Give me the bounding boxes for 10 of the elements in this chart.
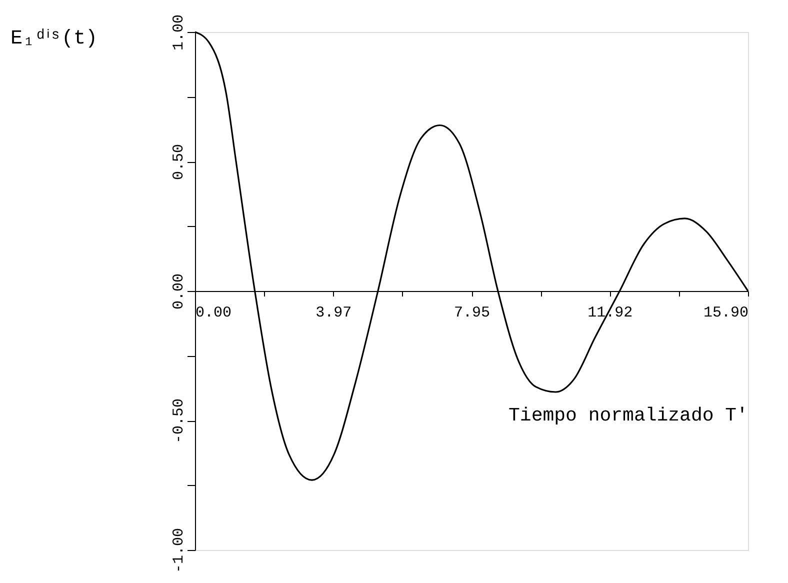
y-tick-label: -1.00 [170,528,188,574]
x-tick-label: 15.90 [703,304,748,322]
y-axis-title: E₁ᵈⁱˢ(t) [10,28,98,50]
x-tick-label: 0.00 [196,304,232,322]
x-tick-label: 7.95 [454,304,490,322]
x-axis-title: Tiempo normalizado T' [508,404,748,426]
x-tick-label: 3.97 [316,304,352,322]
y-tick-label: 0.50 [170,144,188,180]
y-tick-label: -0.50 [170,398,188,444]
y-tick-label: 1.00 [170,14,188,51]
